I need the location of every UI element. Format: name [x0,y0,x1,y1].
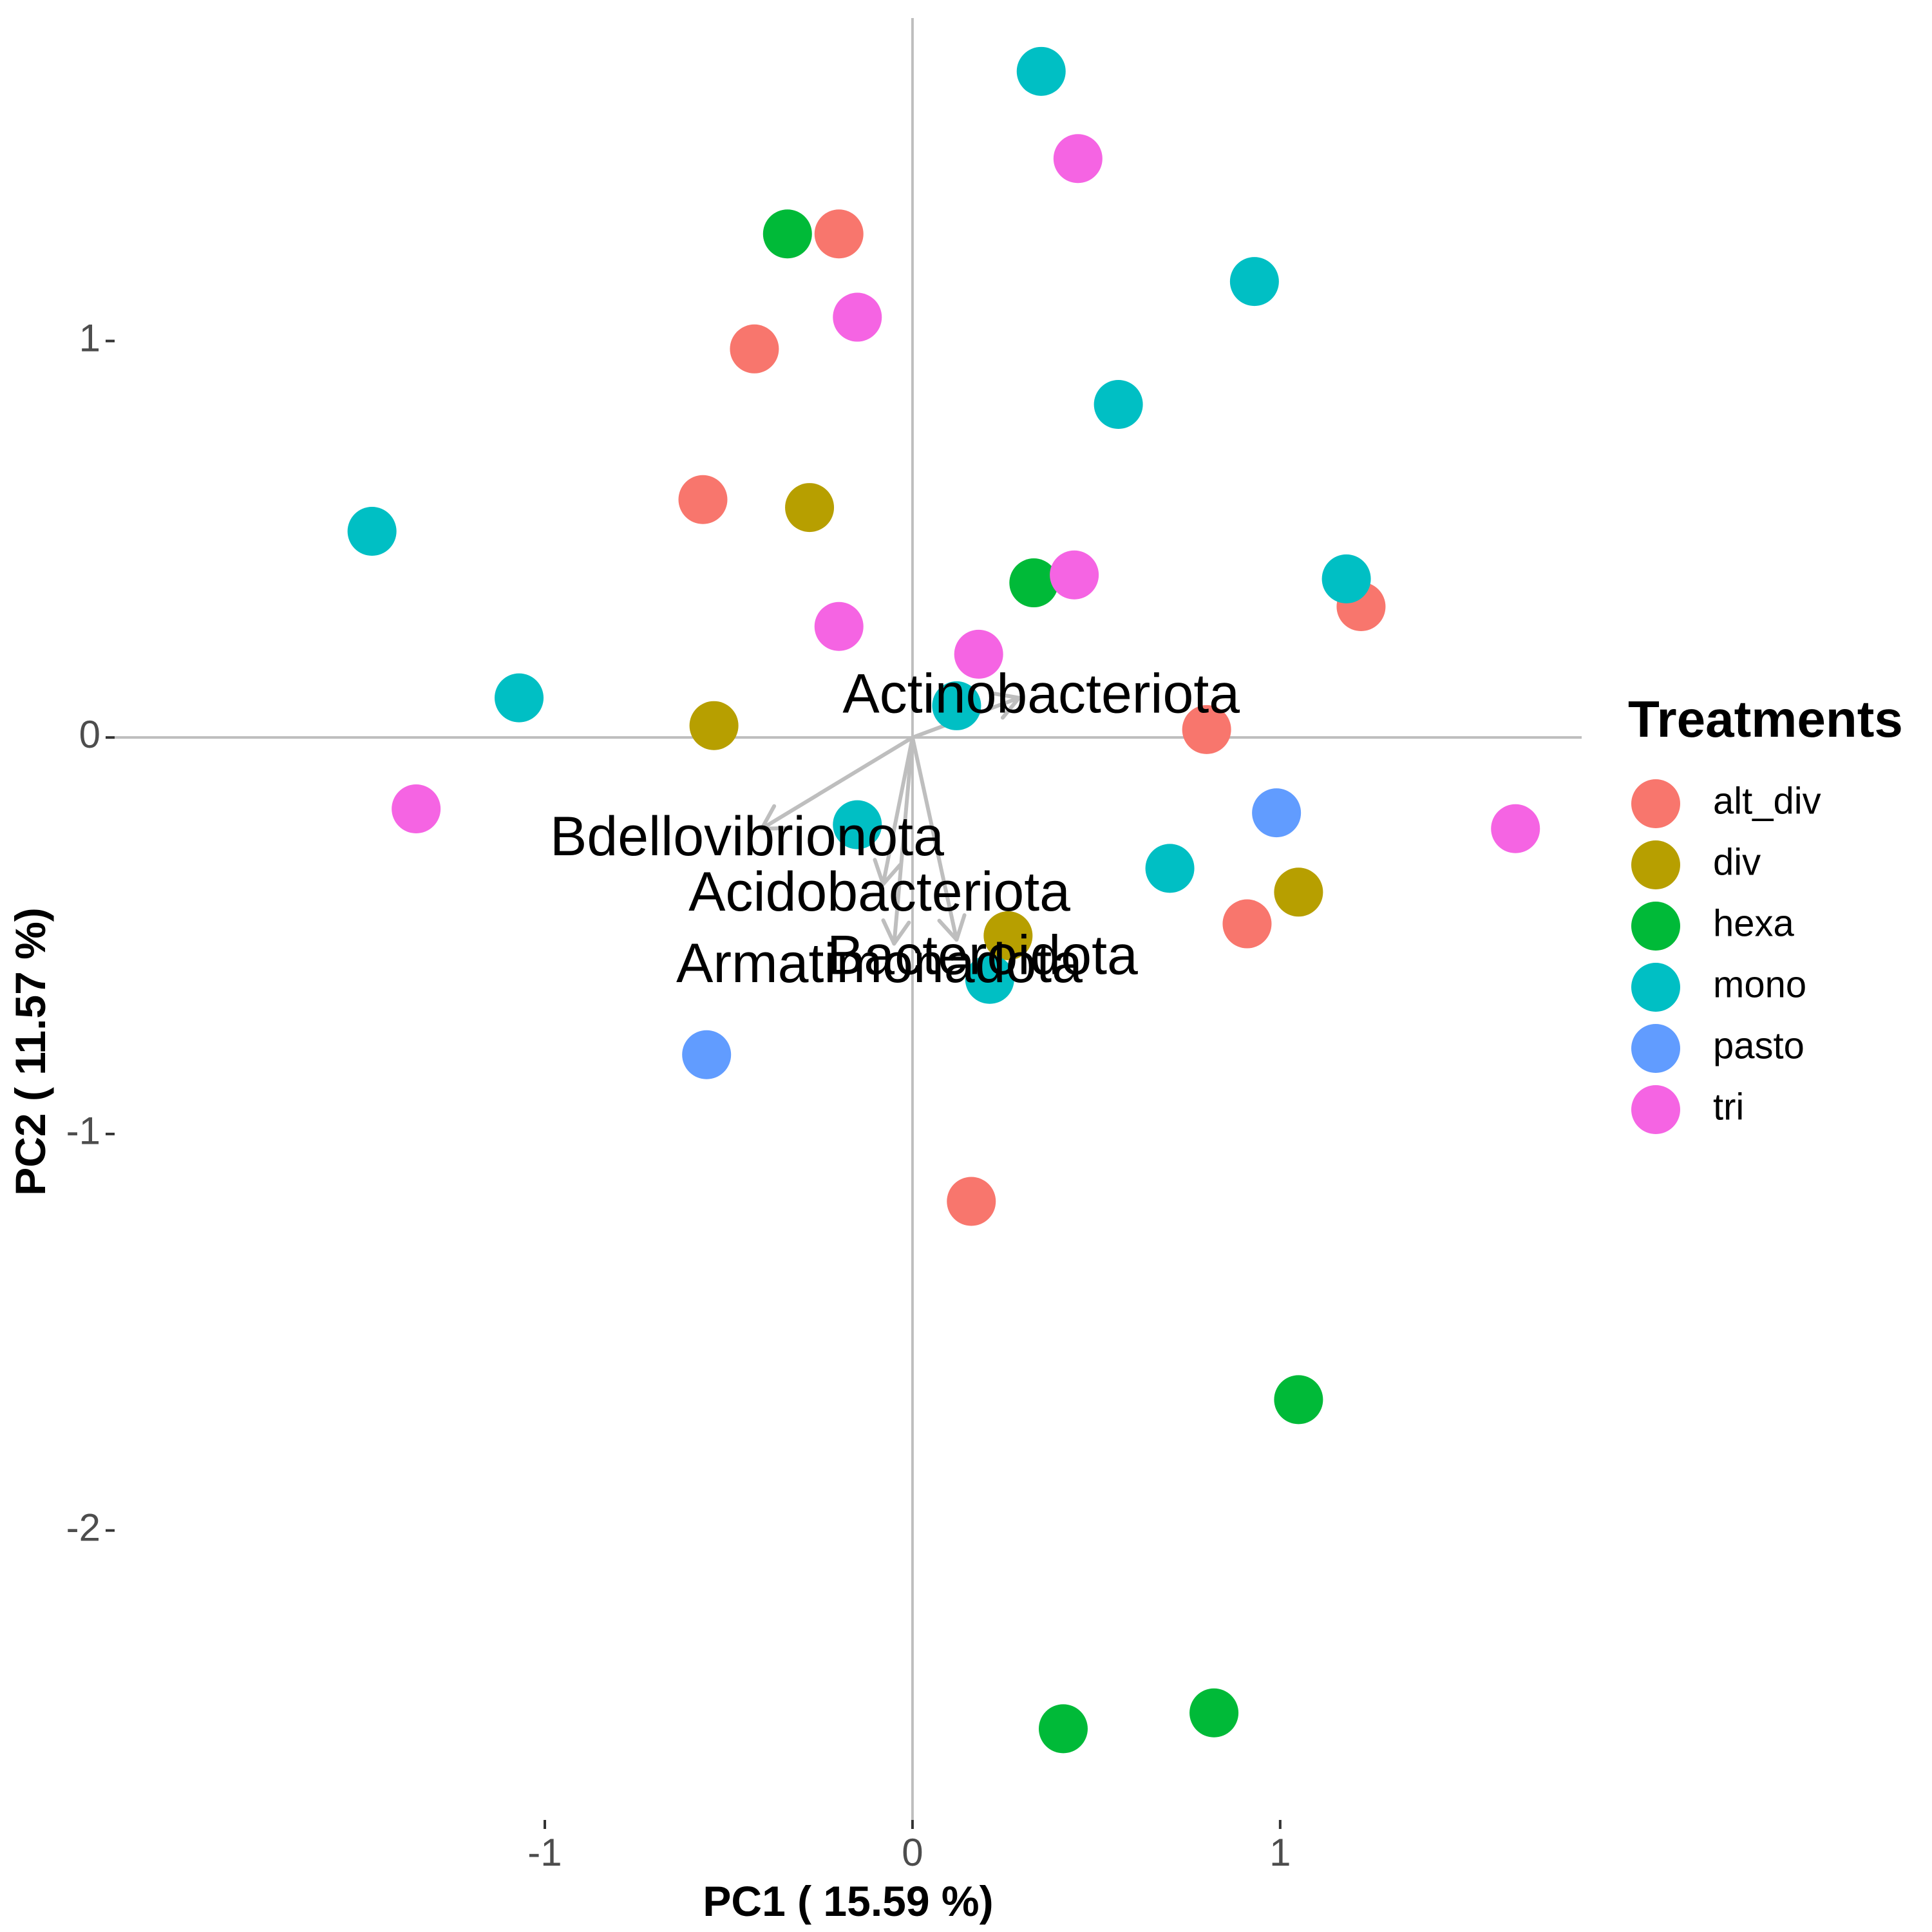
point-mono-6 [495,673,544,723]
x-axis-title: PC1 ( 15.59 %) [703,1877,993,1925]
point-tri-4 [814,601,864,651]
point-alt_div-7 [947,1177,996,1226]
loading-label-bacteroidota: Bacteroidota [827,925,1138,987]
legend-title: Treatments [1628,690,1903,748]
point-div-4 [983,911,1033,961]
point-alt_div-2 [730,324,779,374]
legend-swatch-hexa [1631,902,1680,951]
point-mono-1 [1016,46,1066,96]
point-pasto-1 [1252,788,1302,838]
point-mono-4 [347,507,397,556]
point-tri-5 [954,629,1003,679]
point-mono-2 [1229,257,1279,307]
point-tri-1 [1053,134,1103,184]
y-axis-title: PC2 ( 11.57 %) [6,907,54,1196]
point-tri-2 [833,292,882,342]
point-div-1 [785,483,835,533]
point-alt_div-1 [814,209,864,259]
y-tick-label-1: -1 [66,1110,100,1153]
point-div-2 [689,701,739,750]
loading-label-acidobacteriota: Acidobacteriota [688,861,1070,923]
legend-label-mono: mono [1713,963,1806,1005]
point-mono-5 [1321,554,1371,603]
point-mono-8 [833,800,882,849]
legend-label-div: div [1713,841,1761,883]
loading-arrow-bdellovibrionota [759,735,914,831]
point-alt_div-3 [678,475,728,524]
plot-area: Actinobacteriota BdellovibrionotaAcidobac… [115,18,1582,1820]
loading-arrowhead-actinobacteriota [992,691,1021,720]
axes: -1 0 1 -2 -1 0 1 PC1 ( 15.59 %) PC2 ( 11.57 %) [6,316,1291,1925]
x-tick-label-2: 1 [1269,1831,1291,1874]
point-mono-10 [965,954,1014,1004]
point-mono-7 [932,681,981,730]
loading-arrow-armatimonadota [892,735,914,946]
loading-arrowhead-acidobacteriota [873,858,902,886]
legend-swatch-pasto [1631,1024,1680,1073]
loading-label-actinobacteriota: Actinobacteriota [842,663,1240,724]
point-mono-3 [1094,380,1143,429]
x-tick-label-0: -1 [527,1831,562,1874]
point-tri-6 [392,784,441,833]
point-hexa-5 [1038,1704,1088,1754]
y-tick-label-3: 1 [79,316,100,359]
loading-label-bdellovibrionota: Bdellovibrionota [550,806,944,867]
point-hexa-3 [1274,1375,1323,1425]
legend-label-tri: tri [1713,1086,1744,1128]
y-tick-label-0: -2 [66,1506,100,1549]
y-tick-label-2: 0 [79,713,100,756]
loading-arrow-bacteroidota [910,735,959,942]
loading-arrow-acidobacteriota [881,735,914,886]
point-hexa-4 [1189,1688,1239,1738]
point-alt_div-5 [1182,705,1231,754]
legend-swatch-mono [1631,963,1680,1012]
point-hexa-1 [762,209,812,259]
point-mono-9 [1145,844,1195,893]
point-tri-7 [1491,804,1540,853]
legend-swatch-alt_div [1631,779,1680,828]
point-alt_div-6 [1222,899,1272,949]
x-tick-label-1: 0 [902,1831,923,1874]
point-pasto-2 [682,1030,732,1079]
loading-label-armatimonadota: Armatimonadota [676,933,1083,994]
legend-swatch-div [1631,840,1680,889]
legend-swatch-tri [1631,1085,1680,1134]
point-tri-3 [1050,550,1099,600]
loading-arrowhead-bdellovibrionota [759,804,790,831]
legend-label-pasto: pasto [1713,1025,1804,1066]
point-hexa-2 [1009,558,1059,608]
loading-arrowhead-bacteroidota [937,913,967,942]
loading-arrowhead-armatimonadota [881,918,911,946]
legend-label-hexa: hexa [1713,902,1795,944]
legend-label-alt_div: alt_div [1713,780,1821,822]
point-div-3 [1274,867,1323,917]
